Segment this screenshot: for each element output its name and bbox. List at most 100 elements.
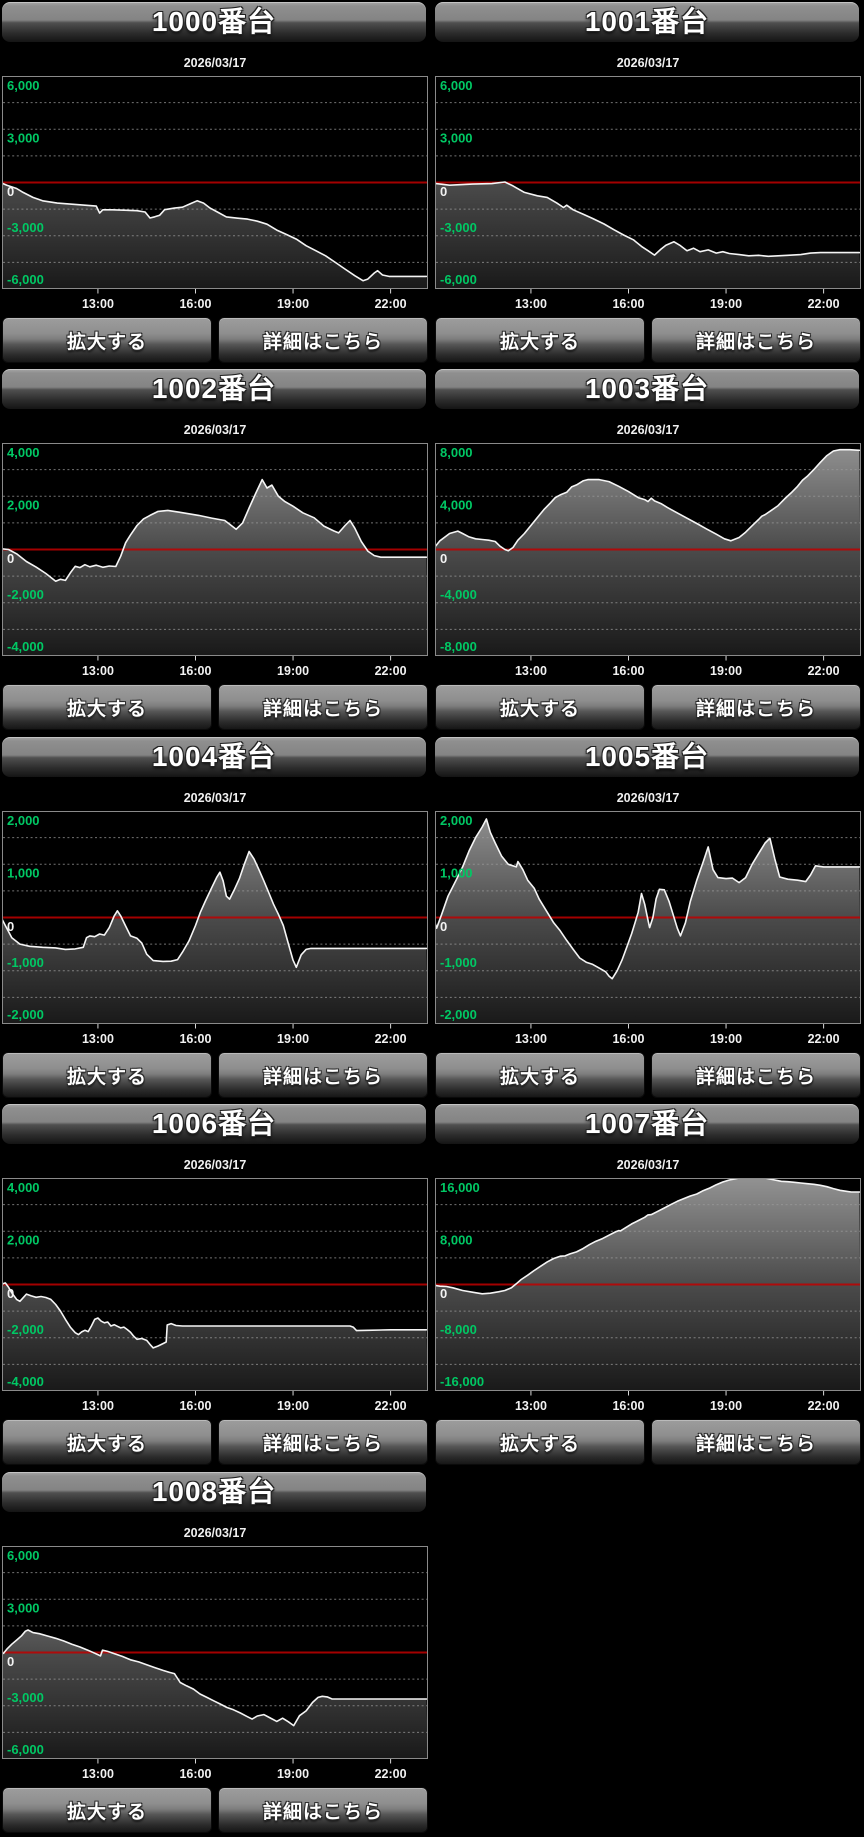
x-axis-label: 19:00: [277, 1399, 309, 1413]
y-axis-label: 0: [7, 184, 14, 199]
machine-panel: 1006番台 2026/03/17 4,000 2,000 0 -2,000 -4,00…: [2, 1102, 428, 1467]
y-axis-label: 2,000: [7, 497, 40, 512]
button-row: 拡大する 詳細はこちら: [435, 1052, 861, 1098]
y-axis-label: -1,000: [440, 955, 477, 970]
zoom-button[interactable]: 拡大する: [435, 1052, 645, 1098]
x-axis-label: 16:00: [179, 297, 211, 311]
zoom-button[interactable]: 拡大する: [2, 1419, 212, 1465]
button-row: 拡大する 詳細はこちら: [2, 684, 428, 730]
profit-chart: 4,000 2,000 0 -2,000 -4,000 13:00 16:00 19:00 22…: [2, 443, 428, 683]
y-axis-label: 6,000: [440, 78, 473, 93]
zoom-button[interactable]: 拡大する: [435, 684, 645, 730]
y-axis-label: 0: [440, 551, 447, 566]
zoom-button[interactable]: 拡大する: [2, 684, 212, 730]
detail-button[interactable]: 詳細はこちら: [218, 317, 428, 363]
y-axis-label: 4,000: [440, 497, 473, 512]
x-axis-label: 19:00: [710, 1032, 742, 1046]
machine-title-button[interactable]: 1001番台: [435, 2, 859, 42]
y-axis-label: 0: [440, 919, 447, 934]
x-axis-label: 13:00: [82, 1767, 114, 1781]
zoom-button[interactable]: 拡大する: [2, 1052, 212, 1098]
x-axis-label: 13:00: [515, 1399, 547, 1413]
x-axis-label: 22:00: [375, 1767, 407, 1781]
machine-panel: 1007番台 2026/03/17 16,000 8,000 0 -8,000 -16,…: [435, 1102, 861, 1467]
machine-panel: 1008番台 2026/03/17 6,000 3,000 0 -3,000 -6,00…: [2, 1470, 428, 1835]
x-axis-label: 13:00: [515, 1032, 547, 1046]
x-axis-label: 13:00: [515, 297, 547, 311]
machine-title: 1008番台: [151, 1476, 277, 1507]
button-row: 拡大する 詳細はこちら: [2, 1052, 428, 1098]
x-axis-label: 19:00: [277, 664, 309, 678]
chart-date: 2026/03/17: [616, 1158, 680, 1172]
machine-title-button[interactable]: 1008番台: [2, 1472, 426, 1512]
x-axis-label: 22:00: [375, 1032, 407, 1046]
button-row: 拡大する 詳細はこちら: [435, 684, 861, 730]
machine-title-button[interactable]: 1004番台: [2, 737, 426, 777]
machine-panel: 1002番台 2026/03/17 4,000 2,000 0 -2,000 -4,00…: [2, 367, 428, 732]
zoom-button[interactable]: 拡大する: [2, 317, 212, 363]
x-axis-label: 19:00: [710, 297, 742, 311]
x-axis-label: 22:00: [375, 1399, 407, 1413]
zoom-button[interactable]: 拡大する: [2, 1787, 212, 1833]
machine-panel: 1000番台 2026/03/17 6,000 3,000 0 -3,000 -6,00…: [2, 0, 428, 365]
profit-chart: 6,000 3,000 0 -3,000 -6,000 13:00 16:00 19:00 22…: [435, 76, 861, 316]
machine-title-button[interactable]: 1000番台: [2, 2, 426, 42]
detail-button[interactable]: 詳細はこちら: [651, 1052, 861, 1098]
x-axis-label: 16:00: [612, 664, 644, 678]
y-axis-label: 0: [7, 551, 14, 566]
x-axis-label: 16:00: [612, 297, 644, 311]
y-axis-label: -3,000: [7, 220, 44, 235]
profit-chart: 2,000 1,000 0 -1,000 -2,000 13:00 16:00 19:00 22…: [2, 811, 428, 1051]
x-axis-label: 16:00: [179, 664, 211, 678]
y-axis-label: 16,000: [440, 1180, 480, 1195]
x-axis-label: 16:00: [612, 1032, 644, 1046]
chart-date: 2026/03/17: [183, 791, 247, 805]
zoom-button[interactable]: 拡大する: [435, 1419, 645, 1465]
chart-date: 2026/03/17: [616, 56, 680, 70]
x-axis-label: 13:00: [82, 664, 114, 678]
y-axis-label: 0: [440, 184, 447, 199]
y-axis-label: -2,000: [7, 1322, 44, 1337]
x-axis-label: 22:00: [375, 297, 407, 311]
x-axis-label: 16:00: [179, 1399, 211, 1413]
profit-chart: 16,000 8,000 0 -8,000 -16,000 13:00 16:00 19:00…: [435, 1178, 861, 1418]
x-axis-label: 19:00: [710, 1399, 742, 1413]
detail-button[interactable]: 詳細はこちら: [218, 684, 428, 730]
x-axis-label: 19:00: [277, 297, 309, 311]
y-axis-label: -3,000: [7, 1690, 44, 1705]
machine-title: 1001番台: [584, 6, 710, 37]
detail-button[interactable]: 詳細はこちら: [651, 317, 861, 363]
detail-button[interactable]: 詳細はこちら: [218, 1787, 428, 1833]
y-axis-label: 6,000: [7, 78, 40, 93]
x-axis-label: 22:00: [808, 664, 840, 678]
button-row: 拡大する 詳細はこちら: [2, 317, 428, 363]
x-axis-label: 22:00: [808, 1399, 840, 1413]
y-axis-label: 1,000: [440, 865, 473, 880]
machine-panel: 1003番台 2026/03/17 8,000 4,000 0 -4,000 -8,00…: [435, 367, 861, 732]
zoom-button[interactable]: 拡大する: [435, 317, 645, 363]
detail-button[interactable]: 詳細はこちら: [218, 1052, 428, 1098]
y-axis-label: -8,000: [440, 1322, 477, 1337]
profit-chart: 6,000 3,000 0 -3,000 -6,000 13:00 16:00 19:00 22…: [2, 1546, 428, 1786]
y-axis-label: 3,000: [7, 1600, 40, 1615]
machine-title-button[interactable]: 1002番台: [2, 369, 426, 409]
detail-button[interactable]: 詳細はこちら: [651, 1419, 861, 1465]
x-axis-label: 16:00: [179, 1032, 211, 1046]
x-axis-label: 22:00: [808, 297, 840, 311]
x-axis-label: 19:00: [277, 1032, 309, 1046]
detail-button[interactable]: 詳細はこちら: [651, 684, 861, 730]
profit-chart: 4,000 2,000 0 -2,000 -4,000 13:00 16:00 19:00 22…: [2, 1178, 428, 1418]
profit-chart: 2,000 1,000 0 -1,000 -2,000 13:00 16:00 19:00 22…: [435, 811, 861, 1051]
machine-title-button[interactable]: 1006番台: [2, 1104, 426, 1144]
machine-title: 1006番台: [151, 1108, 277, 1139]
y-axis-label: 4,000: [7, 445, 40, 460]
x-axis-label: 19:00: [277, 1767, 309, 1781]
machine-title-button[interactable]: 1007番台: [435, 1104, 859, 1144]
chart-date: 2026/03/17: [616, 791, 680, 805]
machine-title: 1007番台: [584, 1108, 710, 1139]
x-axis-label: 19:00: [710, 664, 742, 678]
machine-title-button[interactable]: 1003番台: [435, 369, 859, 409]
machine-title-button[interactable]: 1005番台: [435, 737, 859, 777]
detail-button[interactable]: 詳細はこちら: [218, 1419, 428, 1465]
y-axis-label: -3,000: [440, 220, 477, 235]
